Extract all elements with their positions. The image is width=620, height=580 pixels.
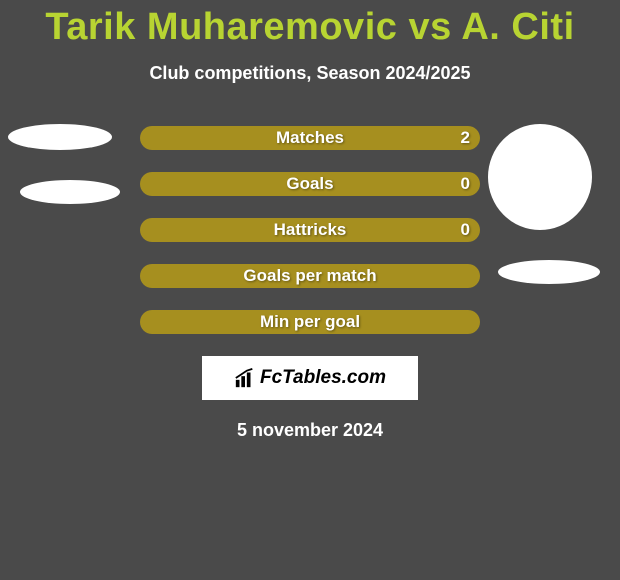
stat-row-hattricks: Hattricks 0 bbox=[140, 218, 480, 242]
stats-list: Matches 2 Goals 0 Hattricks 0 Goals per … bbox=[140, 126, 480, 334]
brand-box: FcTables.com bbox=[202, 356, 418, 400]
page-title: Tarik Muharemovic vs A. Citi bbox=[45, 6, 574, 49]
stat-row-goals: Goals 0 bbox=[140, 172, 480, 196]
stat-label: Hattricks bbox=[274, 220, 347, 240]
decorative-ellipse bbox=[8, 124, 112, 150]
decorative-ellipse bbox=[488, 124, 592, 230]
date-text: 5 november 2024 bbox=[237, 420, 383, 441]
decorative-ellipse bbox=[20, 180, 120, 204]
stat-label: Goals per match bbox=[243, 266, 376, 286]
stat-row-goals-per-match: Goals per match bbox=[140, 264, 480, 288]
stat-label: Min per goal bbox=[260, 312, 360, 332]
brand-chart-icon bbox=[234, 367, 256, 389]
stat-label: Goals bbox=[286, 174, 333, 194]
decorative-ellipse bbox=[498, 260, 600, 284]
stat-value: 0 bbox=[461, 174, 470, 194]
subtitle: Club competitions, Season 2024/2025 bbox=[149, 63, 470, 84]
brand-text: FcTables.com bbox=[260, 367, 386, 389]
stat-value: 2 bbox=[461, 128, 470, 148]
stat-value: 0 bbox=[461, 220, 470, 240]
stat-row-matches: Matches 2 bbox=[140, 126, 480, 150]
stat-label: Matches bbox=[276, 128, 344, 148]
stat-row-min-per-goal: Min per goal bbox=[140, 310, 480, 334]
